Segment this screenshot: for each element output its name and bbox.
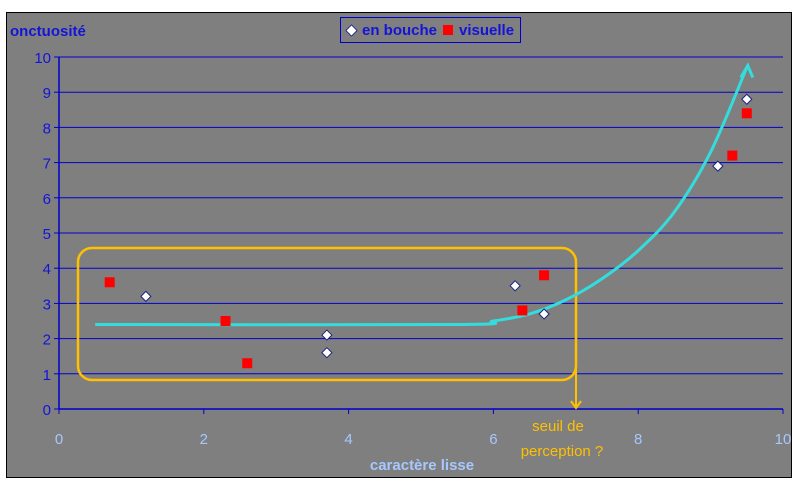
legend: en bouche visuelle <box>340 17 522 43</box>
x-tick-label: 6 <box>489 431 497 448</box>
x-tick-label: 0 <box>55 431 63 448</box>
y-tick-label: 4 <box>43 261 51 278</box>
y-tick-label: 1 <box>43 367 51 384</box>
point-visuelle <box>242 358 253 369</box>
point-visuelle <box>741 108 752 119</box>
point-visuelle <box>104 277 115 288</box>
point-visuelle <box>517 305 528 316</box>
data-points <box>104 93 753 369</box>
point-visuelle <box>727 150 738 161</box>
point-visuelle <box>220 316 231 326</box>
y-tick-label: 6 <box>43 191 51 208</box>
y-tick-label: 8 <box>43 120 51 137</box>
point-visuelle <box>539 270 550 281</box>
point-en-bouche <box>140 290 152 303</box>
point-en-bouche <box>538 308 550 320</box>
x-tick-labels: 0 2 4 6 8 10 <box>55 409 792 448</box>
x-tick-label: 8 <box>634 431 642 448</box>
y-tick-label: 0 <box>43 402 51 419</box>
point-en-bouche <box>321 329 333 341</box>
chart-area <box>6 12 792 478</box>
point-en-bouche <box>712 160 724 172</box>
y-tick-labels: 0 1 2 3 4 5 6 7 8 9 10 <box>34 50 51 419</box>
y-axis-label: onctuosité <box>10 23 86 40</box>
grid-lines <box>54 56 783 410</box>
y-tick-label: 2 <box>43 332 51 349</box>
x-tick-label: 10 <box>775 431 792 448</box>
x-tick-label: 4 <box>344 431 352 448</box>
legend-square-marker <box>443 25 454 35</box>
threshold-arrow <box>570 330 582 410</box>
trend-curve <box>95 66 749 327</box>
legend-label-visuelle: visuelle <box>459 21 515 39</box>
point-en-bouche <box>509 280 521 292</box>
y-tick-label: 10 <box>34 50 51 67</box>
annotation-line1: seuil de <box>532 418 584 435</box>
trend-curve-arrowhead <box>739 62 755 79</box>
legend-label-en-bouche: en bouche <box>362 21 438 39</box>
y-tick-label: 7 <box>43 156 51 173</box>
y-tick-label: 3 <box>43 296 51 313</box>
x-axis-label: caractère lisse <box>370 457 474 474</box>
legend-diamond-marker <box>345 23 358 37</box>
point-en-bouche <box>321 346 333 359</box>
perception-threshold-box <box>76 246 578 382</box>
annotation-line2: perception ? <box>521 443 604 460</box>
x-tick-label: 2 <box>200 431 208 448</box>
point-en-bouche <box>741 93 753 105</box>
y-tick-label: 9 <box>43 85 51 102</box>
y-tick-label: 5 <box>43 226 51 243</box>
